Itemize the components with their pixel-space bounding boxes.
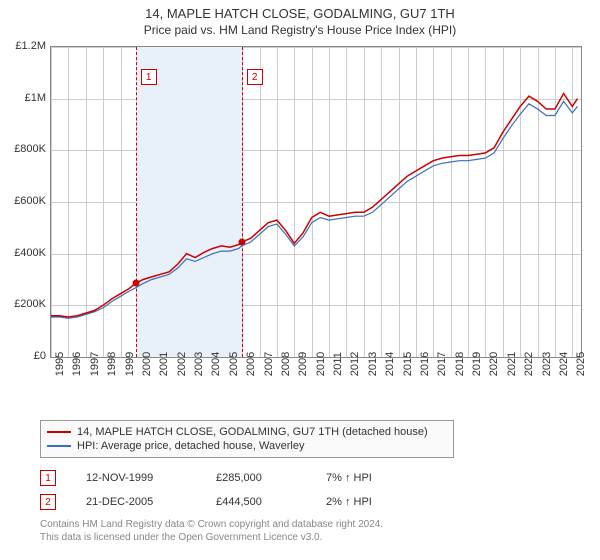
x-tick-label: 2005 (228, 352, 240, 376)
x-tick-label: 2006 (245, 352, 257, 376)
x-tick-label: 1998 (106, 352, 118, 376)
x-tick-label: 2016 (419, 352, 431, 376)
x-tick-label: 2020 (488, 352, 500, 376)
y-tick-label: £1.2M (10, 40, 46, 52)
x-tick-label: 2022 (523, 352, 535, 376)
series-line (51, 94, 578, 318)
event-marker: 2 (40, 494, 56, 510)
x-tick-label: 2001 (158, 352, 170, 376)
x-tick-label: 1996 (71, 352, 83, 376)
series-svg (51, 47, 581, 357)
x-tick-label: 2003 (193, 352, 205, 376)
x-tick-label: 2025 (575, 352, 587, 376)
event-table: 1 12-NOV-1999 £285,000 7% ↑ HPI 2 21-DEC-2005… (40, 466, 570, 514)
chart-area: 12 £0£200K£400K£600K£800K£1M£1.2M 199519… (10, 46, 590, 406)
y-tick-label: £1M (10, 92, 46, 104)
x-tick-label: 2002 (176, 352, 188, 376)
x-tick-label: 2007 (263, 352, 275, 376)
x-tick-label: 2021 (506, 352, 518, 376)
x-tick-label: 1995 (54, 352, 66, 376)
y-tick-label: £800K (10, 143, 46, 155)
y-tick-label: £200K (10, 298, 46, 310)
y-tick-label: £400K (10, 247, 46, 259)
x-tick-label: 2012 (349, 352, 361, 376)
footer-attribution: Contains HM Land Registry data © Crown c… (40, 518, 580, 544)
x-tick-label: 2008 (280, 352, 292, 376)
event-row: 1 12-NOV-1999 £285,000 7% ↑ HPI (40, 466, 570, 490)
y-tick-label: £600K (10, 195, 46, 207)
event-marker: 1 (40, 470, 56, 486)
x-tick-label: 2013 (367, 352, 379, 376)
event-price: £285,000 (216, 472, 296, 484)
series-line (51, 101, 578, 318)
x-tick-label: 2023 (541, 352, 553, 376)
legend-row: 14, MAPLE HATCH CLOSE, GODALMING, GU7 1T… (47, 425, 447, 439)
x-tick-label: 2010 (315, 352, 327, 376)
x-tick-label: 1997 (89, 352, 101, 376)
x-tick-label: 2000 (141, 352, 153, 376)
event-price: £444,500 (216, 496, 296, 508)
chart-title: 14, MAPLE HATCH CLOSE, GODALMING, GU7 1T… (0, 0, 600, 21)
event-delta: 7% ↑ HPI (326, 472, 426, 484)
x-tick-label: 2004 (210, 352, 222, 376)
x-tick-label: 2018 (454, 352, 466, 376)
legend-label: 14, MAPLE HATCH CLOSE, GODALMING, GU7 1T… (77, 426, 428, 438)
legend-swatch (47, 445, 71, 447)
plot-region: 12 (50, 46, 582, 358)
event-date: 12-NOV-1999 (86, 472, 186, 484)
x-tick-label: 2019 (471, 352, 483, 376)
chart-subtitle: Price paid vs. HM Land Registry's House … (0, 21, 600, 37)
chart-container: 14, MAPLE HATCH CLOSE, GODALMING, GU7 1T… (0, 0, 600, 560)
legend-label: HPI: Average price, detached house, Wave… (77, 440, 304, 452)
x-tick-label: 2011 (332, 352, 344, 376)
x-tick-label: 2017 (436, 352, 448, 376)
y-tick-label: £0 (10, 350, 46, 362)
event-row: 2 21-DEC-2005 £444,500 2% ↑ HPI (40, 490, 570, 514)
event-date: 21-DEC-2005 (86, 496, 186, 508)
legend-swatch (47, 431, 71, 433)
x-tick-label: 2009 (297, 352, 309, 376)
x-tick-label: 2014 (384, 352, 396, 376)
x-tick-label: 2024 (558, 352, 570, 376)
footer-line-1: Contains HM Land Registry data © Crown c… (40, 518, 580, 531)
legend-row: HPI: Average price, detached house, Wave… (47, 439, 447, 453)
x-tick-label: 1999 (124, 352, 136, 376)
x-tick-label: 2015 (402, 352, 414, 376)
legend: 14, MAPLE HATCH CLOSE, GODALMING, GU7 1T… (40, 420, 454, 458)
event-delta: 2% ↑ HPI (326, 496, 426, 508)
footer-line-2: This data is licensed under the Open Gov… (40, 531, 580, 544)
